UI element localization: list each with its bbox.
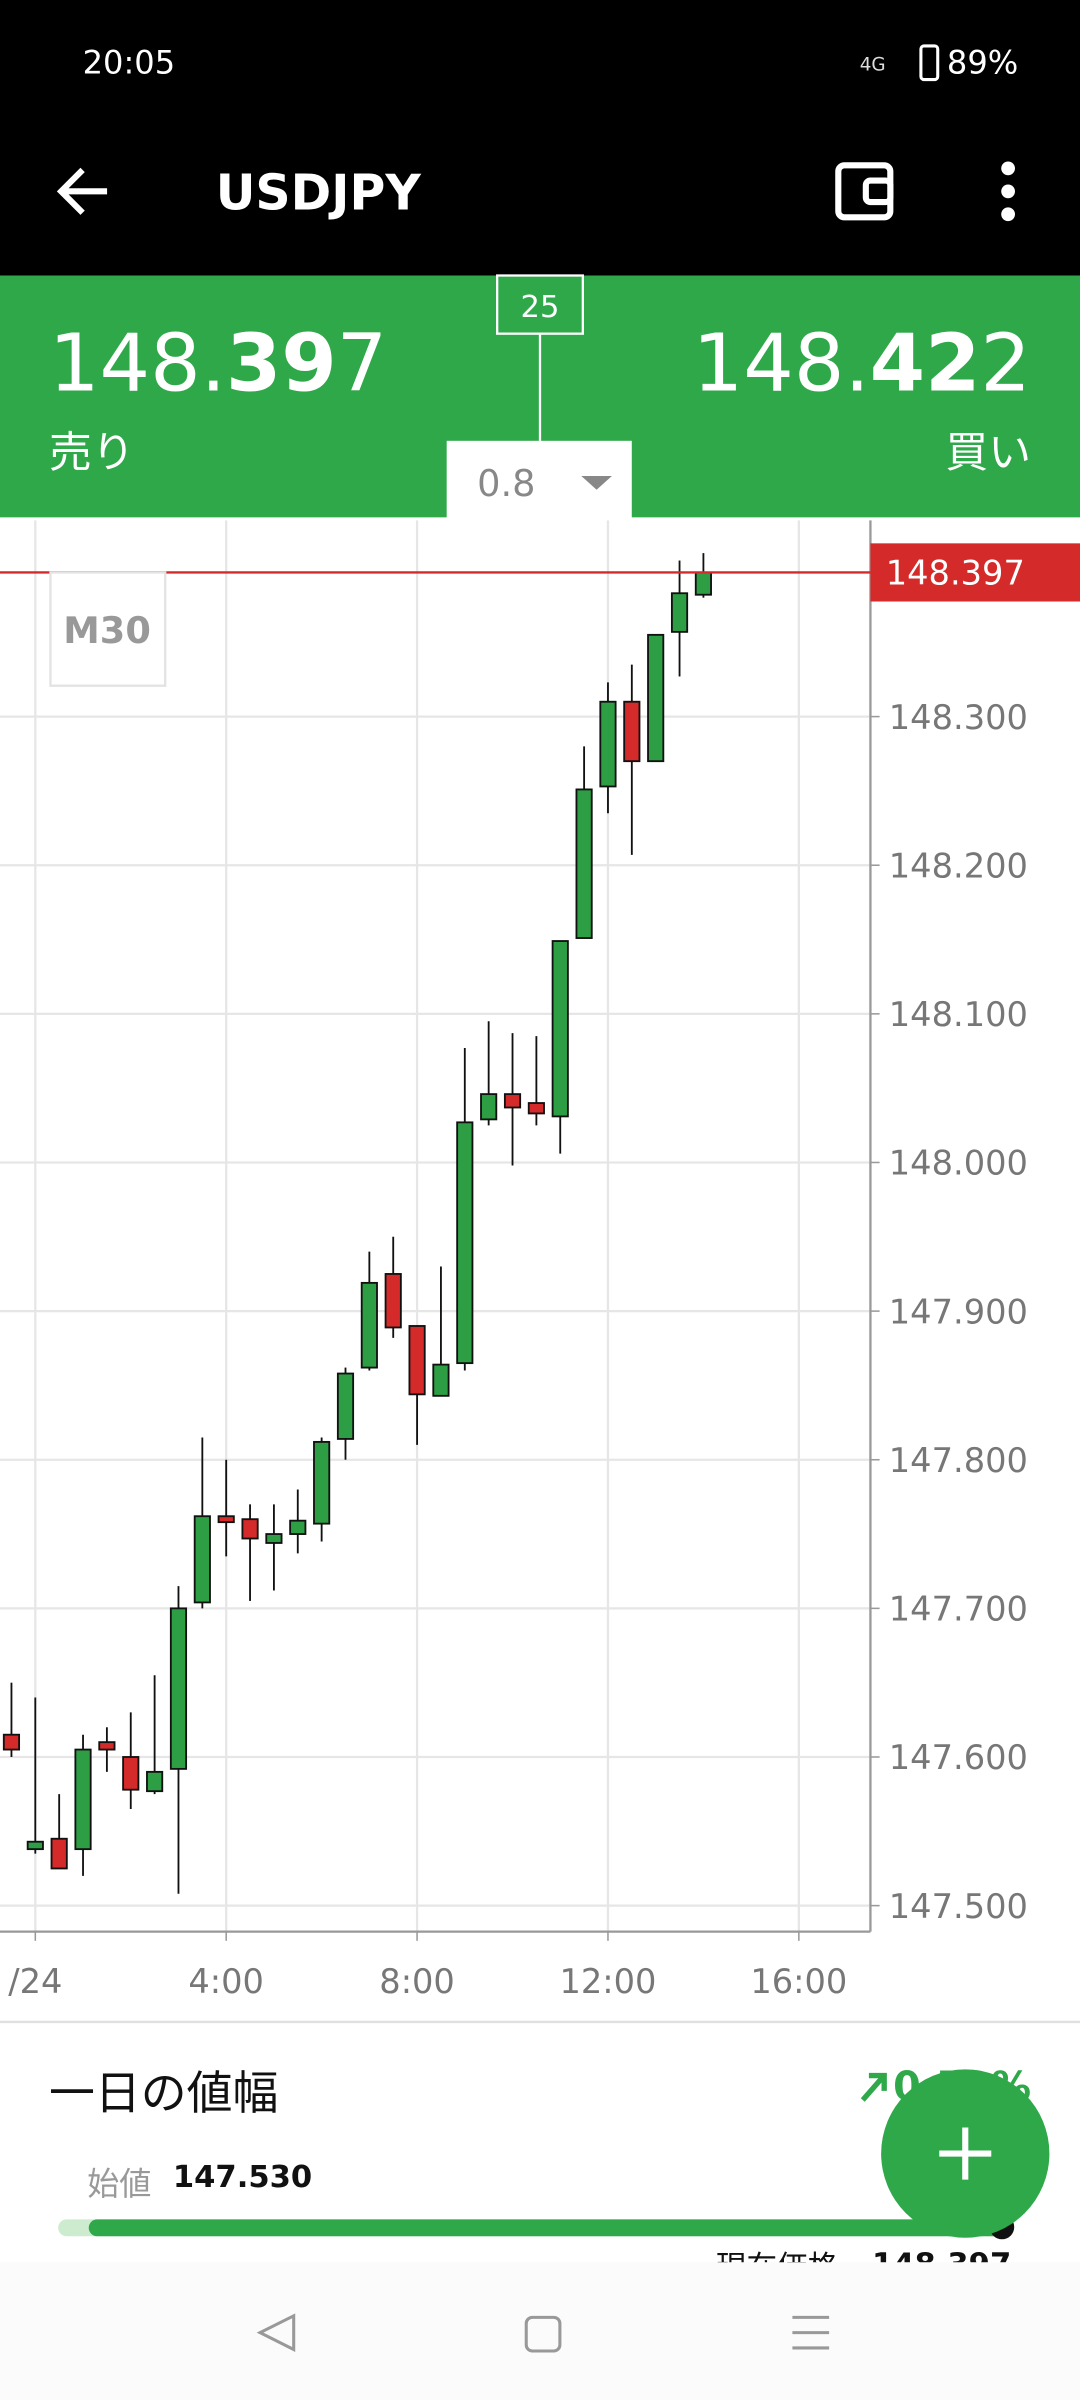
- candle-body: [50, 1837, 68, 1870]
- x-tick-label: 8:00: [379, 1962, 455, 2001]
- current-price-label: 148.397: [886, 554, 1025, 593]
- dot: [1001, 184, 1015, 199]
- nav-recent[interactable]: [792, 2315, 830, 2350]
- range-fill: [88, 2219, 1004, 2237]
- current-price-box: [870, 543, 1080, 602]
- dot: [1001, 161, 1015, 176]
- spread: 25: [521, 290, 560, 325]
- lot-selector[interactable]: 0.8: [446, 440, 632, 521]
- candle-body: [146, 1770, 164, 1793]
- candle-body: [265, 1533, 283, 1544]
- candle-body: [623, 700, 641, 763]
- add-order-button[interactable]: [881, 2069, 1050, 2238]
- y-tick-label: 148.200: [889, 846, 1028, 885]
- y-tick-label: 147.700: [889, 1590, 1028, 1629]
- y-tick-label: 148.300: [889, 698, 1028, 737]
- y-tick-label: 147.500: [889, 1887, 1028, 1926]
- wallet-icon-clasp: [862, 177, 894, 206]
- candle-body: [74, 1748, 92, 1851]
- y-tick-label: 147.900: [889, 1292, 1028, 1331]
- nav-bar: [0, 2262, 1080, 2400]
- candle-body: [98, 1741, 116, 1751]
- x-tick-label: /24: [8, 1962, 62, 2001]
- candle-body: [26, 1840, 44, 1851]
- plus-icon: [939, 2127, 992, 2180]
- candle-body: [408, 1325, 426, 1396]
- nav-home[interactable]: [524, 2315, 562, 2353]
- candle-body: [527, 1102, 545, 1115]
- bid-prefix: 148.: [49, 316, 226, 409]
- y-tick-label: 147.600: [889, 1738, 1028, 1777]
- candle-body: [360, 1281, 378, 1369]
- y-tick-label: 148.100: [889, 995, 1028, 1034]
- timeframe-button[interactable]: M30: [49, 571, 167, 687]
- top-bar: [0, 0, 1080, 276]
- battery-icon: [919, 44, 940, 82]
- candle-body: [169, 1607, 188, 1770]
- status-battery: 89%: [947, 43, 1018, 81]
- buy-button[interactable]: 148.422 買い: [693, 316, 1031, 478]
- candle-body: [122, 1756, 140, 1791]
- ask-suffix: 2: [980, 316, 1031, 409]
- sell-button[interactable]: 148.397 売り: [49, 316, 387, 478]
- candle-body: [289, 1519, 307, 1535]
- timeframe: M30: [63, 609, 151, 652]
- candle-body: [432, 1363, 450, 1397]
- candle-body: [384, 1273, 402, 1329]
- candle-body: [193, 1515, 211, 1604]
- candle-body: [694, 571, 712, 596]
- header-title: USDJPY: [216, 165, 422, 222]
- menu-button[interactable]: [1001, 161, 1015, 222]
- buy-label: 買い: [945, 428, 1031, 478]
- candle-body: [551, 940, 569, 1118]
- open-value: 147.530: [173, 2160, 312, 2195]
- ask-prefix: 148.: [693, 316, 870, 409]
- candle-body: [456, 1121, 474, 1365]
- candle-body: [575, 788, 593, 939]
- sell-label: 売り: [49, 428, 135, 478]
- up-arrow: [860, 2072, 887, 2102]
- candle-body: [480, 1093, 498, 1121]
- chart: 147.500 147.600 147.700 147.800 147.900 148.0…: [0, 520, 1080, 2001]
- timeframe-box: [49, 571, 167, 687]
- nav-back[interactable]: [256, 2313, 296, 2352]
- open-label: 始値: [87, 2165, 151, 2203]
- ask-price: 148.422: [693, 316, 1031, 409]
- x-tick-label: 12:00: [559, 1962, 656, 2001]
- candle-body: [503, 1093, 522, 1109]
- bid-suffix: 7: [337, 316, 388, 409]
- x-tick-label: 4:00: [188, 1962, 264, 2001]
- bid-big: 39: [226, 316, 337, 409]
- candle-body: [217, 1515, 235, 1524]
- candle-body: [599, 700, 617, 788]
- candle-body: [670, 592, 689, 633]
- status-network: 4G: [860, 54, 886, 75]
- candle-body: [647, 633, 665, 763]
- lot-value: 0.8: [477, 462, 535, 505]
- wallet-button[interactable]: [835, 162, 894, 221]
- ask-big: 42: [870, 316, 981, 409]
- back-button[interactable]: [56, 167, 108, 215]
- candle-body: [241, 1518, 259, 1540]
- y-tick-label: 147.800: [889, 1441, 1028, 1480]
- status-time: 20:05: [83, 43, 176, 81]
- candle-body: [336, 1372, 355, 1440]
- y-tick-label: 148.000: [889, 1144, 1028, 1183]
- range-title: 一日の値幅: [49, 2066, 278, 2120]
- candle-body: [2, 1733, 21, 1751]
- candle-body: [313, 1440, 331, 1525]
- bid-price: 148.397: [49, 316, 387, 409]
- x-tick-label: 16:00: [750, 1962, 847, 2001]
- dropdown-arrow: [581, 476, 612, 490]
- dot: [1001, 207, 1015, 222]
